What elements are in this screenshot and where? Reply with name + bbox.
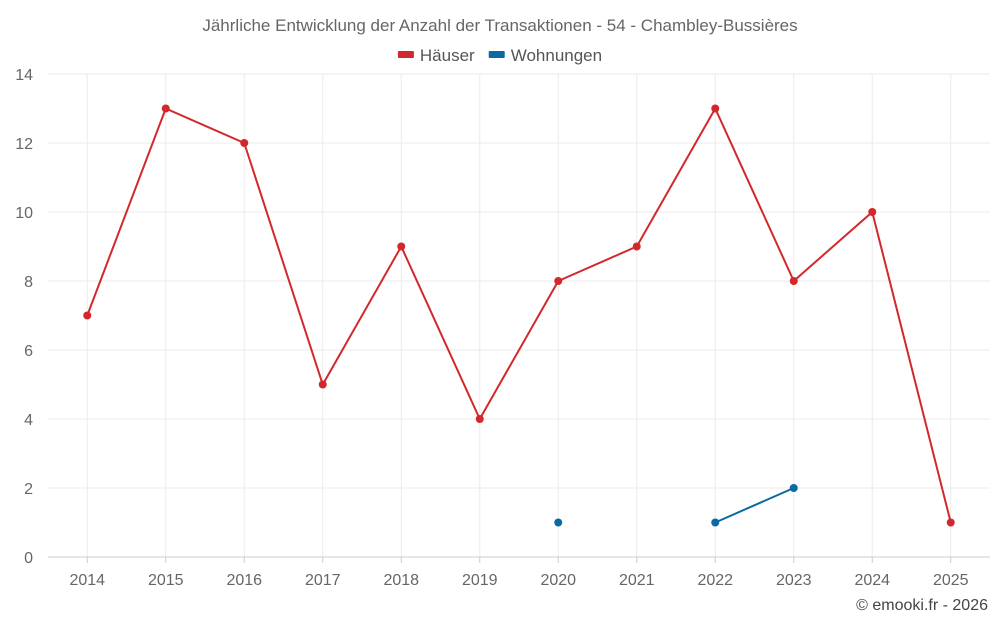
data-point[interactable] [554, 277, 563, 285]
chart-title: Jährliche Entwicklung der Anzahl der Tra… [202, 16, 797, 35]
y-tick-label: 14 [15, 67, 33, 84]
data-point[interactable] [161, 104, 170, 113]
data-point[interactable] [318, 380, 327, 389]
legend-swatch [488, 51, 505, 58]
x-tick-label: 2014 [69, 572, 105, 589]
data-point[interactable] [475, 415, 484, 423]
y-tick-label: 2 [24, 481, 33, 498]
legend-swatch [397, 51, 414, 58]
y-tick-label: 10 [15, 205, 33, 222]
x-tick-label: 2019 [462, 572, 498, 589]
x-tick-label: 2016 [226, 572, 262, 589]
data-point[interactable] [632, 242, 641, 251]
data-point[interactable] [789, 277, 798, 285]
series-wohnungen [554, 484, 798, 527]
data-point[interactable] [868, 208, 877, 216]
y-tick-label: 0 [24, 550, 33, 567]
data-point[interactable] [711, 518, 720, 527]
y-tick-label: 6 [24, 343, 33, 360]
data-point[interactable] [711, 104, 720, 113]
data-point[interactable] [397, 242, 406, 251]
legend: Häuser Wohnungen [397, 46, 602, 65]
x-tick-label: 2015 [148, 572, 184, 589]
series-layer [83, 104, 955, 527]
x-tick-label: 2025 [933, 572, 969, 589]
x-tick-label: 2021 [619, 572, 655, 589]
y-tick-label: 8 [24, 274, 33, 291]
x-tick-label: 2020 [540, 572, 576, 589]
y-tick-label: 12 [15, 136, 33, 153]
axes: 0 2 4 6 8 10 12 14 2014 2015 2016 2017 2018 2019 2020 2… [15, 67, 990, 589]
credit-text: © emooki.fr - 2026 [856, 597, 988, 614]
legend-label[interactable]: Wohnungen [511, 46, 602, 65]
data-point[interactable] [946, 518, 955, 527]
data-point[interactable] [789, 484, 798, 492]
data-point[interactable] [240, 139, 249, 147]
series-häuser [83, 104, 955, 527]
data-point[interactable] [83, 311, 92, 320]
series-line [86, 107, 952, 523]
y-tick-label: 4 [24, 412, 33, 429]
x-tick-label: 2018 [383, 572, 419, 589]
data-point[interactable] [554, 518, 563, 527]
grid [48, 73, 990, 557]
x-tick-label: 2024 [854, 572, 890, 589]
x-tick-label: 2022 [697, 572, 733, 589]
legend-label[interactable]: Häuser [420, 46, 475, 65]
x-tick-label: 2023 [776, 572, 812, 589]
x-tick-label: 2017 [305, 572, 341, 589]
series-line [714, 487, 795, 524]
